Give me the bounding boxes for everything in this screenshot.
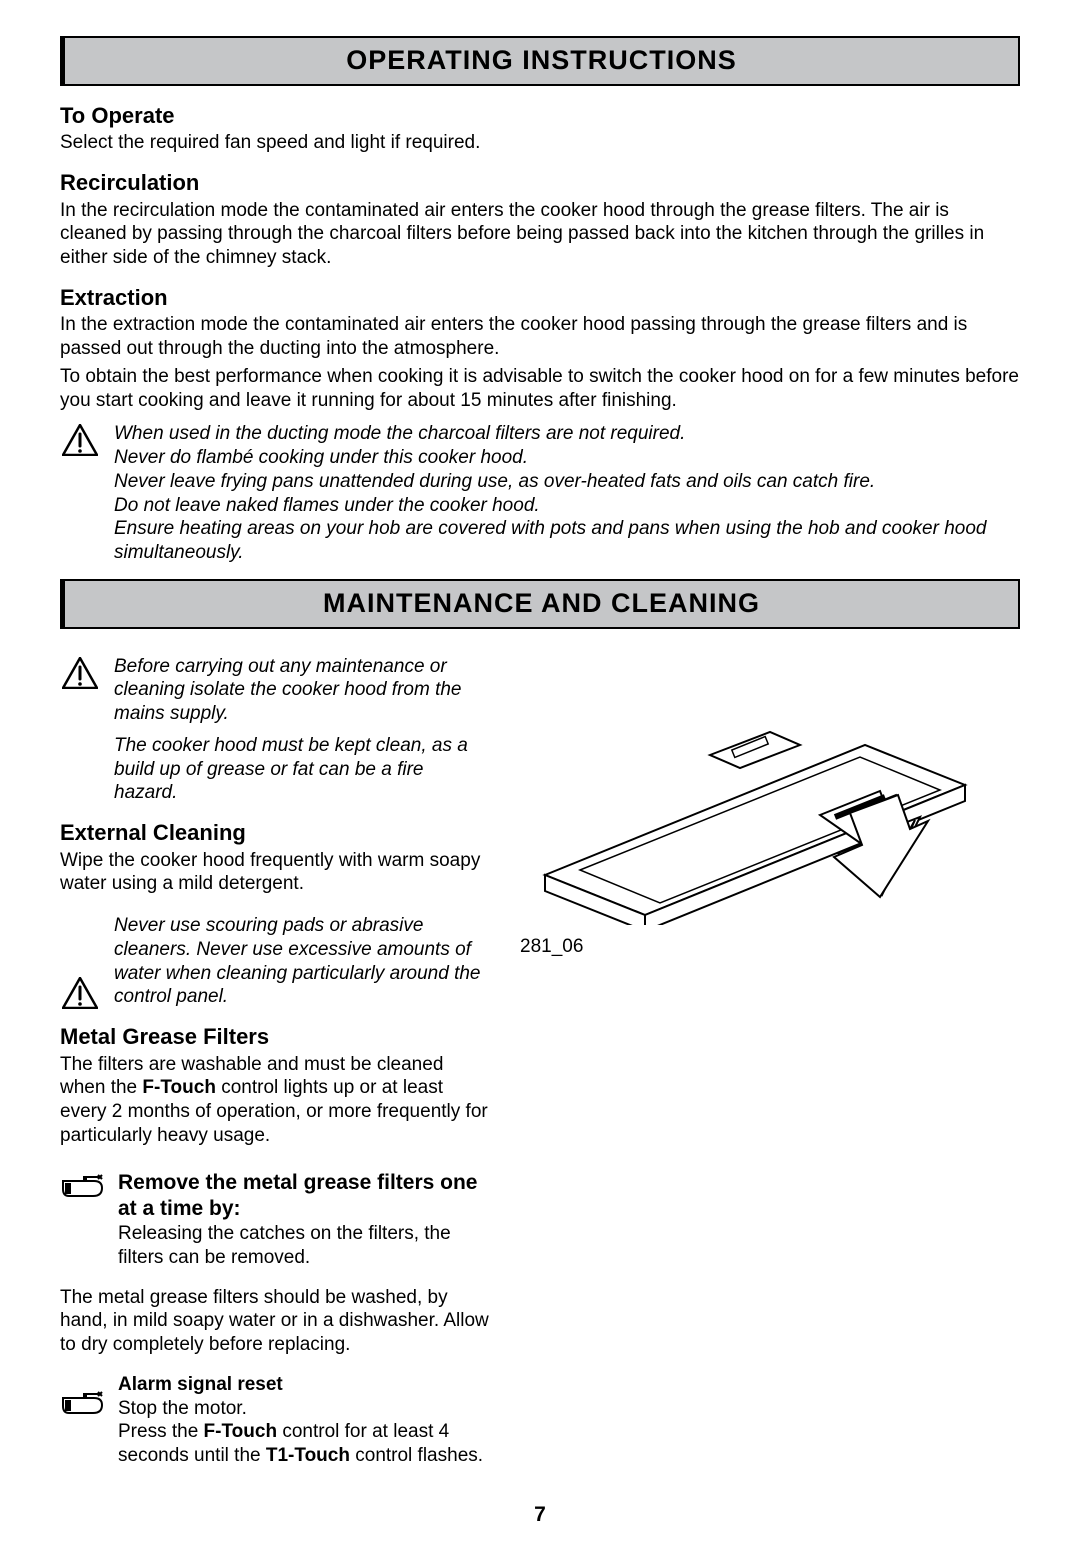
banner-maintenance-title: MAINTENANCE AND CLEANING	[323, 588, 760, 618]
warn1-l5: Ensure heating areas on your hob are cov…	[114, 517, 1020, 565]
banner-operating-title: OPERATING INSTRUCTIONS	[346, 45, 737, 75]
page-number: 7	[60, 1502, 1020, 1528]
hand-icon	[60, 1373, 104, 1419]
warn1-l3: Never leave frying pans unattended durin…	[114, 470, 1020, 494]
warn1-l1: When used in the ducting mode the charco…	[114, 422, 1020, 446]
warning-block-1: When used in the ducting mode the charco…	[60, 422, 1020, 565]
hand-icon	[60, 1170, 104, 1202]
note-alarm-reset: Alarm signal reset Stop the motor. Press…	[60, 1373, 490, 1468]
body-wash-filters: The metal grease filters should be washe…	[60, 1286, 490, 1357]
heading-extraction: Extraction	[60, 284, 1020, 312]
body-recirculation: In the recirculation mode the contaminat…	[60, 199, 1020, 270]
warn2-l1: Before carrying out any maintenance or c…	[114, 655, 490, 726]
note-remove-body: Releasing the catches on the filters, th…	[118, 1222, 490, 1270]
figure-label: 281_06	[520, 935, 980, 959]
ftouch-label: F-Touch	[142, 1077, 216, 1098]
alarm-l1: Stop the motor.	[118, 1397, 490, 1421]
note-remove-filters-text: Remove the metal grease filters one at a…	[118, 1170, 490, 1270]
warning-icon	[60, 422, 100, 456]
note-remove-filters: Remove the metal grease filters one at a…	[60, 1170, 490, 1270]
body-to-operate: Select the required fan speed and light …	[60, 131, 1020, 155]
warn1-l4: Do not leave naked flames under the cook…	[114, 494, 1020, 518]
body-external-cleaning: Wipe the cooker hood frequently with war…	[60, 849, 490, 897]
note-remove-title: Remove the metal grease filters one at a…	[118, 1170, 490, 1223]
alarm-l2a: Press the	[118, 1421, 204, 1442]
heading-recirculation: Recirculation	[60, 169, 1020, 197]
note-alarm-text: Alarm signal reset Stop the motor. Press…	[118, 1373, 490, 1468]
heading-external-cleaning: External Cleaning	[60, 819, 490, 847]
warning-icon	[60, 655, 100, 689]
alarm-title: Alarm signal reset	[118, 1373, 490, 1397]
figure-filter: 281_06	[520, 725, 980, 960]
warning-block-2: Before carrying out any maintenance or c…	[60, 655, 490, 806]
warning-icon	[60, 975, 100, 1009]
banner-operating: OPERATING INSTRUCTIONS	[60, 36, 1020, 86]
warn3-l1: Never use scouring pads or abrasive clea…	[114, 914, 490, 1009]
warning-text-3: Never use scouring pads or abrasive clea…	[114, 914, 490, 1009]
body-metal-filters: The filters are washable and must be cle…	[60, 1053, 490, 1148]
warn1-l2: Never do flambé cooking under this cooke…	[114, 446, 1020, 470]
alarm-l2: Press the F-Touch control for at least 4…	[118, 1420, 490, 1468]
banner-maintenance: MAINTENANCE AND CLEANING	[60, 579, 1020, 629]
warn2-l2: The cooker hood must be kept clean, as a…	[114, 734, 490, 805]
ftouch-label: F-Touch	[204, 1421, 278, 1442]
warning-block-3: Never use scouring pads or abrasive clea…	[60, 914, 490, 1009]
heading-to-operate: To Operate	[60, 102, 1020, 130]
warning-text-1: When used in the ducting mode the charco…	[114, 422, 1020, 565]
body-extraction-1: In the extraction mode the contaminated …	[60, 313, 1020, 361]
warning-text-2: Before carrying out any maintenance or c…	[114, 655, 490, 806]
body-extraction-2: To obtain the best performance when cook…	[60, 365, 1020, 413]
heading-metal-filters: Metal Grease Filters	[60, 1023, 490, 1051]
alarm-l2c: control flashes.	[350, 1445, 483, 1466]
t1touch-label: T1-Touch	[266, 1445, 350, 1466]
